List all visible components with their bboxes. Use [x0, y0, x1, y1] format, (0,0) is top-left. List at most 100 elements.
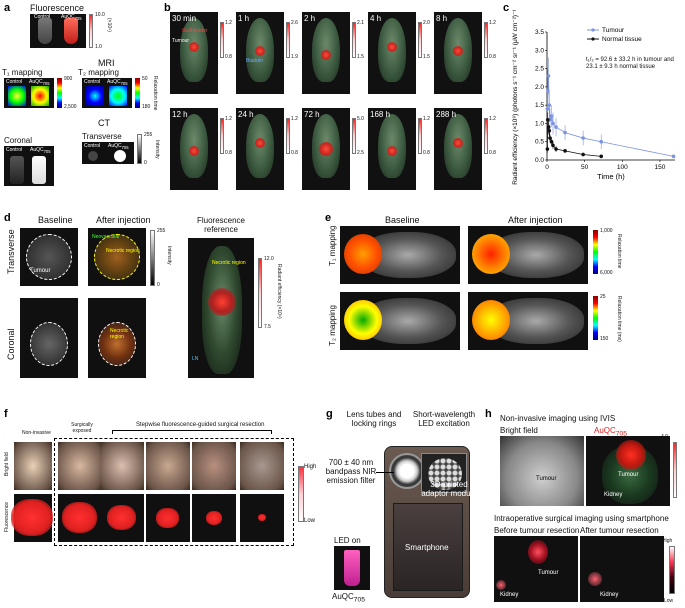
t1-auqc: AuQC705	[29, 79, 50, 86]
e-after-t2	[468, 292, 588, 350]
frame-colorbar	[484, 118, 488, 154]
d-red-top: 12.0	[264, 256, 274, 262]
h-pink-bar	[669, 546, 675, 594]
h-intra-title: Intraoperative surgical imaging using sm…	[494, 514, 669, 523]
t2-map-image: Control AuQC705	[82, 78, 132, 108]
bladder-label: Bladder	[246, 58, 264, 64]
data-point	[549, 114, 554, 118]
d-baseline-coronal	[20, 298, 78, 378]
e-baseline-t2	[340, 292, 460, 350]
coronal-title: Coronal	[4, 136, 33, 145]
g-adaptor-label: 3D-printed adaptor module	[421, 480, 477, 498]
t1-bar-top: 900	[64, 76, 73, 82]
frame-colorbar	[352, 118, 356, 154]
frame-bar-top: 1.2	[225, 20, 232, 26]
frame-colorbar	[352, 22, 356, 58]
e-t2-bar-label: Relaxation time (ms)	[616, 296, 622, 342]
t2-bar-top: 50	[142, 76, 148, 82]
frame-colorbar	[418, 118, 422, 154]
e-t2-label: T₂ mapping	[328, 305, 337, 346]
g-smartphone: Smartphone	[384, 446, 470, 598]
frame-bar-bottom: 0.8	[225, 54, 232, 60]
f-dashed-frame	[54, 438, 294, 546]
time-frame-7: 72 h	[302, 108, 350, 190]
frame-bar-bottom: 1.9	[291, 54, 298, 60]
f-exposed: Surgically exposed	[71, 422, 93, 434]
t1-control: Control	[6, 79, 23, 85]
t1-bar-bottom: 2,500	[64, 104, 77, 110]
d-transverse-label: Transverse	[6, 229, 16, 274]
frame-bar-bottom: 0.8	[489, 54, 496, 60]
legend-label: Normal tissue	[602, 36, 642, 43]
time-label: 1 h	[238, 14, 250, 23]
g-filter-pointer	[376, 472, 394, 473]
time-label: 12 h	[172, 110, 188, 119]
data-point	[551, 121, 555, 126]
data-point	[581, 152, 585, 157]
e-t2-bar	[593, 296, 598, 340]
tumour-label: Tumour	[172, 38, 190, 44]
time-label: 30 min	[172, 14, 197, 23]
h-low: Low	[664, 598, 674, 604]
panel-g-label: g	[326, 408, 333, 420]
d-after-title: After injection	[96, 215, 151, 225]
frame-bar-top: 1.2	[489, 116, 496, 122]
data-point	[547, 103, 552, 107]
frame-colorbar	[286, 118, 290, 154]
f-bracket	[112, 430, 272, 434]
d-red-label: Radiant efficiency (×10⁹)	[276, 264, 282, 319]
time-frame-8: 168 h	[368, 108, 416, 190]
e-after-t1	[468, 226, 588, 284]
x-tick-label: 0	[545, 164, 549, 171]
time-label: 24 h	[238, 110, 254, 119]
frame-bar-top: 1.2	[225, 116, 232, 122]
e-baseline-t1	[340, 226, 460, 284]
frame-bar-bottom: 0.8	[225, 150, 232, 156]
cttr-control: Control	[84, 143, 101, 149]
d-red-bar	[258, 258, 262, 328]
ct-coronal-image: Control AuQC705	[4, 146, 54, 186]
t2-control: Control	[84, 79, 101, 85]
d-coronal-label: Coronal	[6, 328, 16, 360]
panel-e-label: e	[325, 212, 332, 224]
ct-bar-top: 255	[144, 132, 153, 138]
g-led-array	[421, 453, 467, 493]
f-noninvasive: Non-invasive	[22, 430, 51, 436]
f-bright-label: Bright field	[4, 452, 10, 476]
panel-f-label: f	[4, 408, 8, 420]
f-low: Low	[304, 518, 316, 524]
frame-colorbar	[484, 22, 488, 58]
e-t2-top: 25	[600, 294, 606, 300]
e-baseline-title: Baseline	[385, 215, 420, 225]
ct-control: Control	[6, 147, 23, 153]
d-baseline-title: Baseline	[38, 215, 73, 225]
y-tick-label: 2.0	[535, 84, 544, 91]
panel-a-label: a	[4, 2, 11, 14]
fl-bar-unit: (×10⁹)	[106, 18, 112, 32]
time-label: 4 h	[370, 14, 382, 23]
x-axis-label: Time (h)	[597, 172, 625, 181]
ct-title: CT	[98, 118, 110, 128]
h-ivis-tumour: Tumour	[618, 472, 639, 478]
time-label: 8 h	[436, 14, 448, 23]
data-point	[551, 143, 555, 148]
panel-h-label: h	[485, 408, 492, 420]
frame-bar-top: 1.2	[291, 116, 298, 122]
y-tick-label: 0.5	[535, 139, 544, 146]
series-line-1	[546, 119, 602, 157]
frame-bar-top: 5.0	[357, 116, 364, 122]
t1-mapping-title: T₁ mapping	[2, 68, 43, 77]
time-frame-1: 1 h Bladder	[236, 12, 284, 94]
frame-bar-top: 2.0	[423, 20, 430, 26]
data-point	[671, 154, 676, 159]
y-tick-label: 1.0	[535, 120, 544, 127]
f-colorbar	[298, 466, 304, 522]
frame-bar-top: 2.6	[291, 20, 298, 26]
fluorescence-title: Fluorescence	[30, 3, 85, 13]
data-point	[581, 136, 585, 140]
clearance-chart: 0 50 100 150 0.0 0.5 1.0 1.5 2.0 2.5 3.0 3.5 Time (h…	[512, 10, 676, 185]
series-line-0	[546, 75, 674, 157]
frame-bar-bottom: 1.5	[357, 54, 364, 60]
e-t1-bar-label: Relaxation time	[616, 234, 622, 269]
h-high: High	[662, 538, 673, 544]
